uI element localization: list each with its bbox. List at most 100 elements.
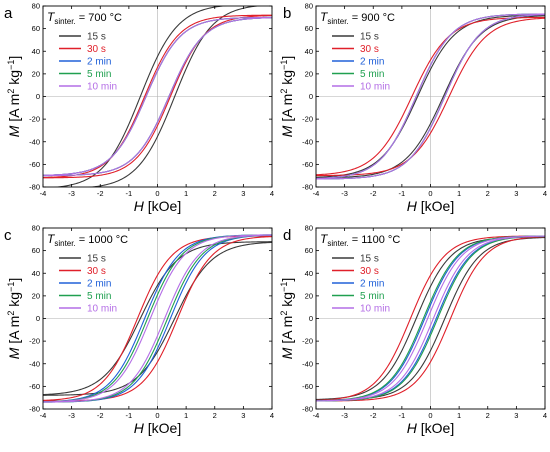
- x-tick-label: 1: [457, 189, 461, 198]
- panel-label: b: [283, 5, 291, 22]
- series-line-15-s: [316, 236, 545, 401]
- x-tick-label: 2: [213, 411, 217, 420]
- y-axis-sup1: 2: [279, 311, 289, 316]
- legend-entry: 10 min: [87, 82, 117, 93]
- x-tick-label: 0: [155, 411, 159, 420]
- x-axis-label: H [kOe]: [134, 420, 181, 436]
- y-tick-label: -80: [302, 405, 313, 414]
- x-tick-label: 1: [184, 411, 188, 420]
- y-axis-var: M: [6, 347, 22, 359]
- y-axis-mid: kg: [279, 70, 295, 89]
- x-tick-label: 4: [543, 411, 547, 420]
- y-tick-label: -60: [29, 160, 40, 169]
- x-tick-label: 0: [428, 189, 432, 198]
- legend-entry: 2 min: [360, 57, 384, 68]
- temp-value: = 1000 °C: [76, 234, 128, 246]
- panel-label: d: [283, 227, 291, 244]
- y-axis-unit: [A m: [279, 316, 295, 348]
- y-axis-var: M: [6, 125, 22, 137]
- panel-label: c: [4, 227, 12, 244]
- panel-b: -4 -3 -2 -1 0 1 2 3 4 -80 -60 -40 -20 0 20 40 60 80 H [kOe…: [279, 2, 547, 214]
- y-axis-label: M [A m2 kg−1]: [6, 56, 22, 137]
- x-axis-unit: [kOe]: [417, 420, 454, 436]
- x-tick-label: -1: [126, 411, 133, 420]
- y-axis-sup2: −1: [279, 282, 289, 292]
- x-tick-label: -2: [370, 411, 377, 420]
- x-tick-label: 1: [184, 189, 188, 198]
- y-axis-label: M [A m2 kg−1]: [279, 56, 295, 137]
- x-tick-label: 2: [213, 189, 217, 198]
- y-axis-sup2: −1: [6, 282, 16, 292]
- series-line-10-min: [43, 16, 272, 177]
- x-tick-label: -2: [97, 189, 104, 198]
- y-tick-label: 0: [309, 314, 313, 323]
- x-tick-label: -2: [97, 411, 104, 420]
- x-axis-var: H: [134, 198, 145, 214]
- y-tick-label: 60: [32, 24, 40, 33]
- curves: [43, 6, 272, 187]
- x-tick-label: -3: [341, 411, 348, 420]
- y-tick-label: -40: [302, 137, 313, 146]
- legend-entry: 10 min: [87, 304, 117, 315]
- y-tick-label: -80: [29, 183, 40, 192]
- curves: [316, 13, 545, 180]
- series-line-30-s: [316, 16, 545, 177]
- y-tick-label: 40: [32, 269, 40, 278]
- y-tick-label: 20: [32, 291, 40, 300]
- legend-entry: 5 min: [87, 69, 111, 80]
- series-line-2-min: [43, 234, 272, 403]
- legend-entry: 30 s: [360, 266, 379, 277]
- x-tick-label: 0: [428, 411, 432, 420]
- legend-entry: 30 s: [87, 44, 106, 55]
- x-tick-label: 4: [543, 189, 547, 198]
- y-axis-sup2: −1: [6, 60, 16, 70]
- y-tick-label: 20: [305, 69, 313, 78]
- temperature-label: Tsinter. = 700 °C: [47, 10, 122, 26]
- x-tick-label: -3: [68, 411, 75, 420]
- x-tick-label: 1: [457, 411, 461, 420]
- x-axis-label: H [kOe]: [407, 198, 454, 214]
- x-axis-label: H [kOe]: [134, 198, 181, 214]
- legend-entry: 5 min: [87, 291, 111, 302]
- x-tick-label: 2: [486, 411, 490, 420]
- series-line-5-min: [316, 235, 545, 402]
- temp-value: = 900 °C: [349, 12, 395, 24]
- temp-value: = 1100 °C: [349, 234, 401, 246]
- x-tick-label: 3: [241, 411, 245, 420]
- x-tick-label: 2: [486, 189, 490, 198]
- series-line-30-s: [316, 235, 545, 402]
- y-tick-label: -60: [302, 382, 313, 391]
- y-axis-var: M: [279, 347, 295, 359]
- x-tick-label: -1: [126, 189, 133, 198]
- y-tick-label: 60: [32, 246, 40, 255]
- y-tick-label: -80: [302, 183, 313, 192]
- y-axis-mid: kg: [6, 292, 22, 311]
- temp-value: = 700 °C: [76, 12, 122, 24]
- y-tick-label: -40: [29, 359, 40, 368]
- series-line-5-min: [43, 234, 272, 403]
- y-axis-label: M [A m2 kg−1]: [6, 278, 22, 359]
- x-axis-unit: [kOe]: [144, 420, 181, 436]
- curves: [316, 235, 545, 402]
- x-tick-label: 4: [270, 189, 274, 198]
- temperature-label: Tsinter. = 1000 °C: [47, 232, 128, 248]
- x-axis-label: H [kOe]: [407, 420, 454, 436]
- temp-sub: sinter.: [54, 17, 75, 26]
- y-axis-end: ]: [6, 56, 22, 60]
- x-tick-label: -4: [40, 411, 47, 420]
- series-line-15-s: [53, 6, 262, 187]
- y-axis-end: ]: [6, 278, 22, 282]
- series-line-2-min: [316, 235, 545, 402]
- legend-entry: 5 min: [360, 69, 384, 80]
- y-axis-unit: [A m: [279, 94, 295, 126]
- legend-entry: 15 s: [87, 32, 106, 43]
- panel-a: -4 -3 -2 -1 0 1 2 3 4 -80 -60 -40 -20 0 20 40 60 80 H [kOe…: [4, 2, 274, 214]
- x-tick-label: 3: [514, 411, 518, 420]
- x-tick-label: 4: [270, 411, 274, 420]
- x-axis-var: H: [134, 420, 145, 436]
- y-tick-label: -20: [302, 337, 313, 346]
- y-axis-sup1: 2: [279, 89, 289, 94]
- y-axis-end: ]: [279, 278, 295, 282]
